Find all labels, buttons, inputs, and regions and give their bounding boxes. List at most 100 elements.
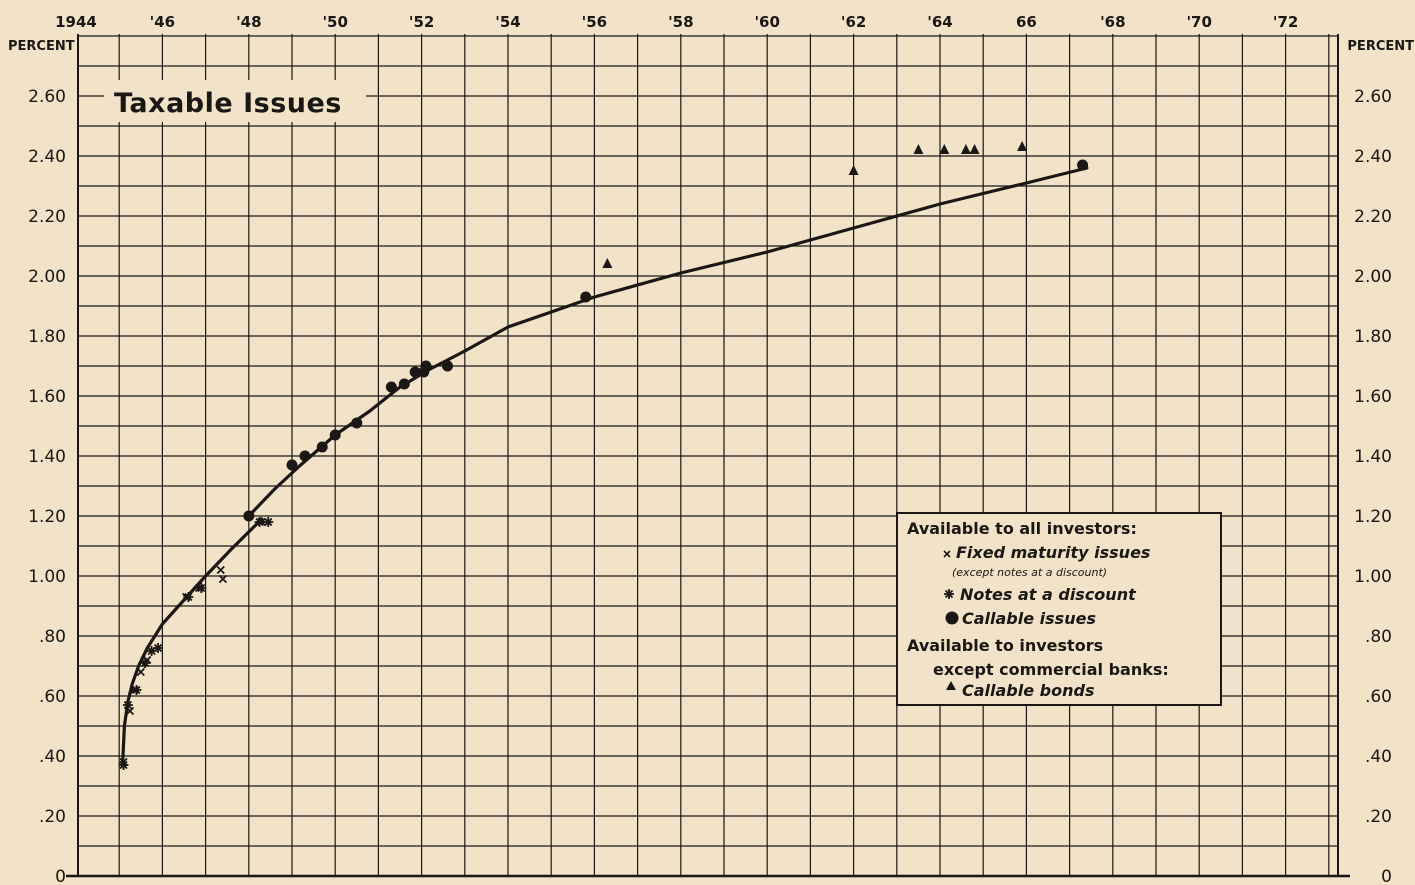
y-tick-label-left: .40	[39, 747, 66, 767]
callable-issue-point	[299, 450, 311, 462]
y-tick-label-left: 1.00	[28, 567, 66, 587]
legend-note-fixed-maturity: (except notes at a discount)	[952, 566, 1107, 579]
fixed-maturity-point	[218, 574, 228, 584]
callable-bond-point	[848, 165, 859, 175]
y-tick-label-right: 0	[1381, 867, 1392, 885]
y-tick-label-left: .80	[39, 627, 66, 647]
callable-bond-point	[1017, 141, 1028, 151]
x-tick-label: '64	[927, 13, 952, 31]
y-tick-label-left: 1.40	[28, 447, 66, 467]
x-tick-label: '52	[409, 13, 434, 31]
y-tick-label-left: 2.00	[28, 267, 66, 287]
discount-note-point	[131, 685, 142, 695]
x-tick-label: '72	[1273, 13, 1298, 31]
legend-heading-except-banks-2: except commercial banks:	[933, 660, 1169, 679]
x-tick-label: '56	[582, 13, 607, 31]
x-tick-label: '48	[236, 13, 261, 31]
y-tick-label-right: 2.00	[1354, 267, 1392, 287]
y-tick-label-left: 2.20	[28, 207, 66, 227]
callable-issue-point	[243, 510, 255, 522]
y-tick-label-left: 2.60	[28, 87, 66, 107]
asterisk-marker-icon	[944, 589, 954, 599]
callable-bond-point	[602, 258, 613, 268]
legend-label-callable-issues: Callable issues	[962, 609, 1096, 628]
y-tick-label-right: .80	[1365, 627, 1392, 647]
x-tick-label: '54	[495, 13, 520, 31]
x-tick-label: '58	[668, 13, 693, 31]
y-tick-label-right: 1.20	[1354, 507, 1392, 527]
grid	[78, 34, 1338, 876]
callable-issue-point	[398, 378, 410, 390]
callable-issue-point	[351, 417, 363, 429]
chart-title-backdrop	[104, 80, 366, 122]
x-axis-ticks: 1944 '46 '48 '50 '52 '54 '56 '58 '60 '62 '64 66 '68 '…	[55, 13, 1298, 31]
y-tick-label-right: 1.00	[1354, 567, 1392, 587]
y-tick-label-right: 2.20	[1354, 207, 1392, 227]
x-tick-label: '62	[841, 13, 866, 31]
y-tick-label-right: 2.40	[1354, 147, 1392, 167]
callable-bond-point	[913, 144, 924, 154]
y-tick-label-left: 1.80	[28, 327, 66, 347]
chart-title: Taxable Issues	[114, 88, 342, 119]
x-tick-label: '68	[1100, 13, 1125, 31]
legend-label-callable-bonds: Callable bonds	[962, 681, 1094, 700]
fitted-curve-line	[247, 166, 1089, 518]
y-axis-left-unit: PERCENT	[8, 39, 75, 54]
discount-note-point	[118, 760, 129, 770]
callable-issue-point	[442, 360, 454, 372]
legend-item-notes-discount: Notes at a discount	[944, 585, 1137, 604]
legend-box	[896, 512, 1222, 706]
discount-note-point	[196, 583, 207, 593]
callable-bond-point	[960, 144, 971, 154]
callable-issue-point	[580, 291, 592, 303]
x-tick-label: 66	[1016, 13, 1037, 31]
plot-frame	[66, 34, 1350, 878]
legend-label-fixed-maturity: Fixed maturity issues	[956, 543, 1150, 562]
data-points	[118, 141, 1089, 770]
cross-marker-icon	[943, 550, 951, 558]
y-tick-label-right: 1.40	[1354, 447, 1392, 467]
y-tick-label-left: 2.40	[28, 147, 66, 167]
y-tick-label-left: 1.20	[28, 507, 66, 527]
legend-heading-except-banks-1: Available to investors	[907, 636, 1103, 655]
y-axis-right-ticks: 0 .20 .40 .60 .80 1.00 1.20 1.40 1.60 1.80 2.00 2.2…	[1354, 87, 1392, 885]
discount-note-point	[183, 592, 194, 602]
x-tick-label: '50	[322, 13, 347, 31]
callable-issue-point	[385, 381, 397, 393]
discount-note-point	[140, 658, 151, 668]
legend-item-callable-bonds: Callable bonds	[946, 681, 1094, 700]
y-axis-left-ticks: 0 .20 .40 .60 .80 1.00 1.20 1.40 1.60 1.80 2.00 2.2…	[28, 87, 66, 885]
legend: Available to all investors: Fixed maturi…	[896, 512, 1222, 706]
triangle-marker-icon	[946, 681, 956, 690]
y-tick-label-right: .20	[1365, 807, 1392, 827]
y-axis-right-unit: PERCENT	[1347, 39, 1414, 54]
y-tick-label-left: 1.60	[28, 387, 66, 407]
y-tick-label-left: .60	[39, 687, 66, 707]
x-tick-label: '46	[150, 13, 175, 31]
y-tick-label-left: .20	[39, 807, 66, 827]
fixed-maturity-point	[136, 667, 145, 677]
y-tick-label-right: .60	[1365, 687, 1392, 707]
y-tick-label-right: .40	[1365, 747, 1392, 767]
discount-note-point	[153, 643, 164, 653]
callable-issue-point	[409, 366, 421, 378]
callable-issue-point	[329, 429, 341, 441]
dot-marker-icon	[945, 611, 959, 625]
legend-heading-all-investors: Available to all investors:	[907, 519, 1137, 538]
legend-label-notes-discount: Notes at a discount	[960, 585, 1137, 604]
fitted-curve-line	[121, 517, 264, 764]
x-tick-label: '70	[1186, 13, 1211, 31]
callable-issue-point	[420, 360, 432, 372]
y-tick-label-right: 1.60	[1354, 387, 1392, 407]
legend-item-callable-issues: Callable issues	[945, 609, 1096, 628]
discount-note-point	[146, 646, 157, 656]
x-tick-label: '60	[754, 13, 779, 31]
callable-issue-point	[316, 441, 328, 453]
discount-note-point	[254, 517, 265, 527]
callable-issue-point	[1077, 159, 1089, 171]
callable-bond-point	[939, 144, 950, 154]
callable-issue-point	[286, 459, 298, 471]
y-tick-label-left: 0	[55, 867, 66, 885]
legend-item-fixed-maturity: Fixed maturity issues	[943, 543, 1150, 562]
